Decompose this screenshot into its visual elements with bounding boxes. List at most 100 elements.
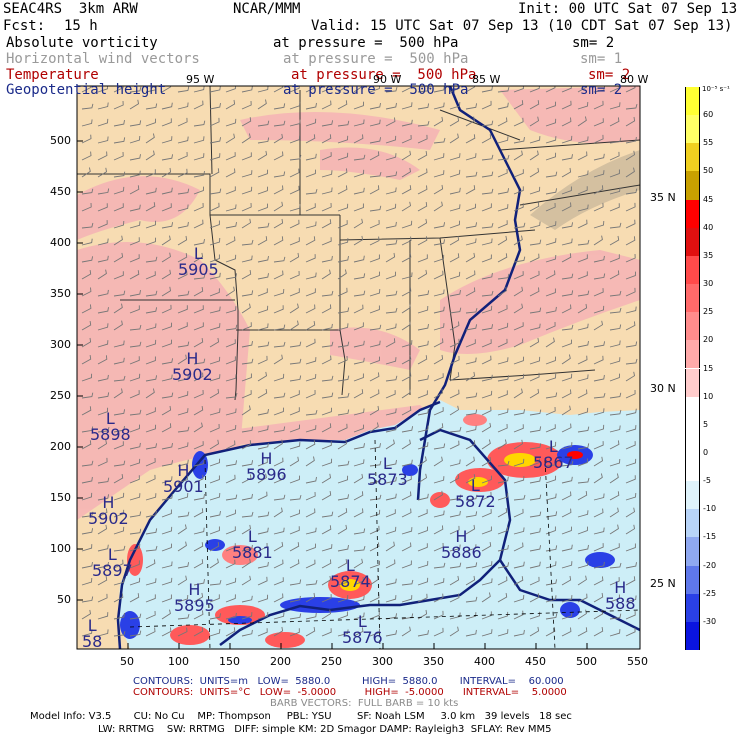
wind-barb [193, 287, 204, 297]
wind-barb [177, 524, 187, 535]
wind-barb [337, 475, 349, 484]
wind-barb [241, 629, 253, 637]
wind-barb [529, 561, 541, 569]
wind-barb [161, 339, 173, 348]
wind-barb [97, 477, 110, 484]
wind-barb [369, 103, 381, 110]
wind-barb [465, 456, 475, 467]
wind-barb [481, 272, 493, 280]
wind-barb [273, 494, 286, 501]
wind-barb [385, 509, 396, 518]
wind-barb [417, 526, 428, 535]
wind-barb [433, 201, 443, 212]
wind-barb [417, 236, 428, 246]
init-time: Init: 00 UTC Sat 07 Sep 13 [518, 1, 738, 17]
wind-barb [497, 286, 507, 297]
wind-barb [241, 100, 252, 110]
wind-barb [241, 255, 253, 263]
wind-barb [433, 222, 446, 229]
wind-barb [529, 426, 542, 433]
wind-barb [433, 423, 444, 433]
wind-barb [289, 252, 300, 263]
wind-barb [145, 594, 156, 603]
height-center: L 5873 [367, 454, 408, 489]
wind-barb [177, 341, 190, 348]
wind-barb [289, 579, 302, 586]
wind-barb [513, 356, 525, 365]
wind-barb [321, 323, 333, 331]
colorbar-label: 40 [703, 222, 714, 232]
wind-barb [145, 271, 156, 280]
wind-barb [321, 375, 334, 382]
wind-barb [561, 544, 573, 552]
wind-barb [481, 238, 493, 246]
wind-barb [593, 288, 604, 297]
wind-barb [433, 270, 444, 280]
wind-barb [129, 543, 141, 552]
wind-barb [161, 222, 174, 229]
wind-barb [481, 324, 494, 331]
wind-barb [417, 375, 429, 382]
wind-barb [97, 118, 109, 127]
wind-barb [417, 218, 428, 229]
wind-barb [241, 612, 253, 620]
wind-barb [561, 508, 572, 518]
wind-barb [609, 203, 620, 212]
wind-barb [625, 271, 636, 280]
wind-barb [353, 101, 365, 110]
wind-barb [225, 204, 237, 212]
wind-barb [129, 475, 140, 484]
wind-barb [401, 579, 414, 586]
wind-barb [321, 202, 332, 212]
wind-barb [81, 476, 93, 484]
wind-barb [305, 102, 317, 110]
wind-barb [129, 270, 140, 280]
wind-barb [321, 544, 333, 552]
wind-barb [609, 187, 621, 195]
wind-barb [513, 222, 526, 229]
wind-barb [545, 238, 557, 246]
wind-barb [561, 253, 572, 263]
wind-barb [545, 171, 558, 178]
wind-barb [161, 494, 173, 501]
wind-barb [273, 218, 284, 229]
colorbar-label: -25 [703, 588, 717, 598]
wind-barb [225, 612, 237, 620]
wind-barb [529, 527, 541, 535]
wind-barb [577, 374, 589, 382]
wind-barb [609, 270, 620, 280]
wind-barb [129, 237, 140, 246]
wind-barb [225, 627, 236, 637]
wind-barb [625, 219, 636, 229]
wind-barb [273, 612, 285, 620]
wind-barb [481, 456, 492, 467]
wind-barb [257, 458, 268, 467]
wind-barb [177, 188, 190, 195]
model-info-line-2: LW: RRTMG SW: RRTMG DIFF: simple KM: 2D … [98, 724, 552, 735]
wind-barb [401, 102, 413, 110]
wind-barb [369, 236, 380, 246]
y-tick-label: 50 [57, 593, 71, 606]
wind-barb [593, 118, 604, 127]
wind-barb [81, 596, 94, 603]
wind-barb [529, 409, 542, 416]
wind-barb [129, 86, 142, 93]
wind-barb [161, 235, 171, 246]
wind-barb [529, 372, 540, 382]
wind-barb [145, 443, 158, 450]
wind-barb [177, 442, 189, 450]
wind-barb [209, 558, 219, 569]
wind-barb [305, 592, 316, 603]
wind-barb [449, 612, 461, 620]
wind-barb [529, 337, 540, 348]
wind-barb [273, 288, 285, 297]
wind-barb [305, 527, 317, 535]
wind-barb [625, 321, 636, 331]
wind-barb [145, 150, 155, 161]
wind-barb [353, 134, 364, 144]
wind-barb [273, 171, 286, 178]
wind-barb [353, 545, 366, 552]
wind-barb [177, 168, 188, 178]
wind-barb [241, 373, 252, 382]
